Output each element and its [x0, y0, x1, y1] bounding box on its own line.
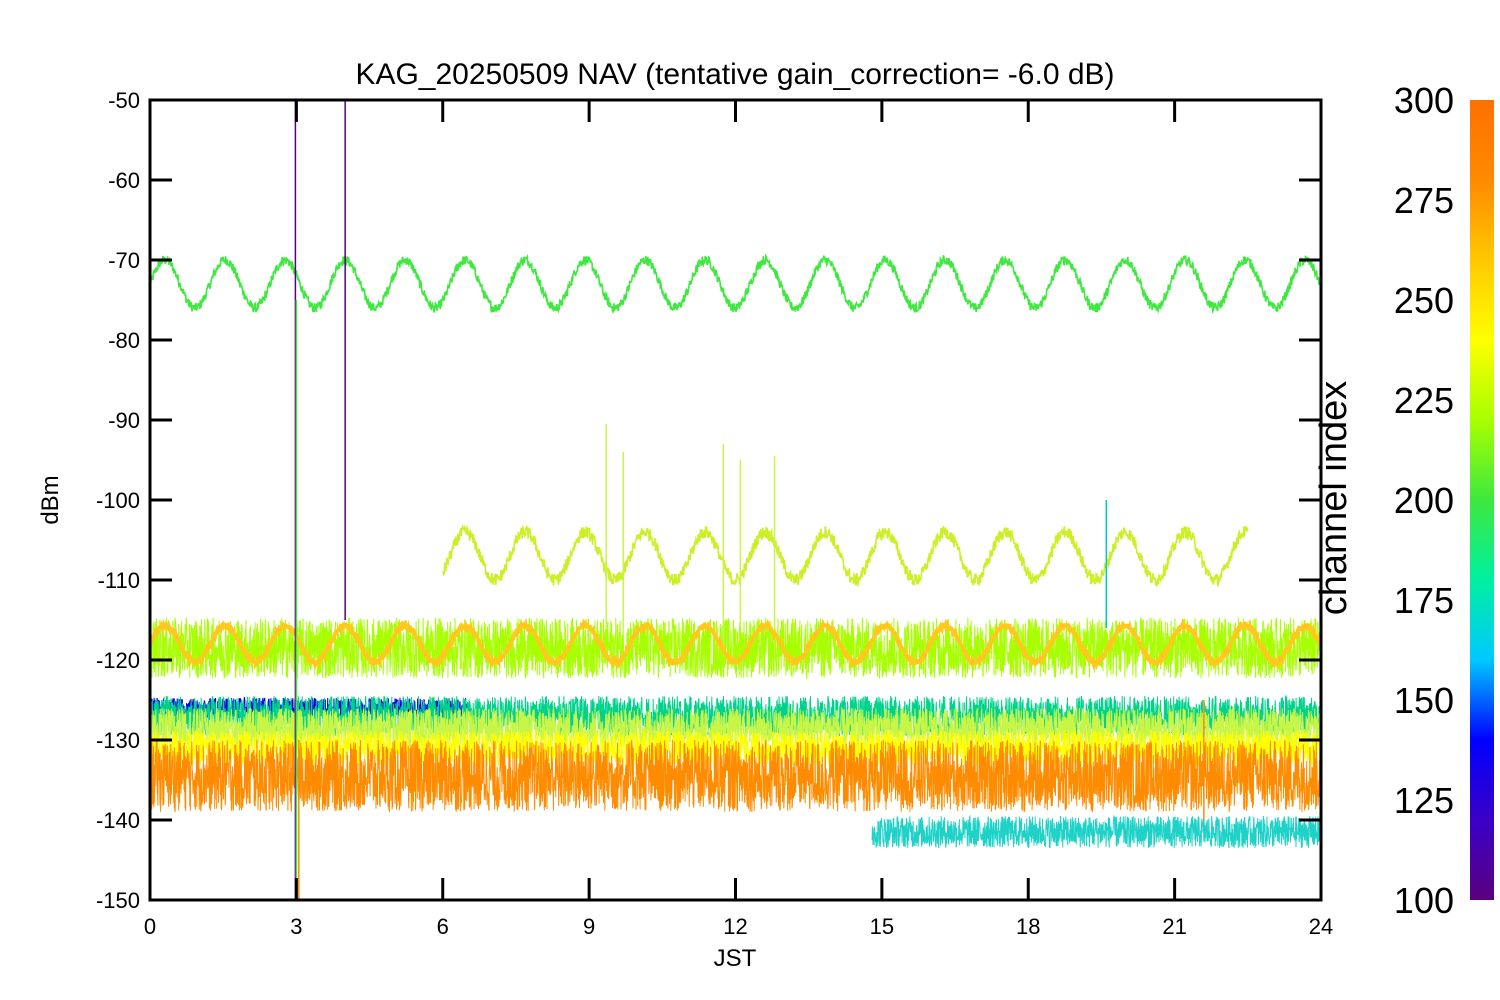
- y-axis-ticks: -50 -60 -70 -80 -90 -100 -110 -120 -130 -140 -150: [96, 88, 1321, 913]
- chart-title: KAG_20250509 NAV (tentative gain_correct…: [355, 58, 1114, 91]
- x-tick-label: 21: [1162, 914, 1186, 939]
- colorbar-tick-label: 125: [1394, 780, 1454, 821]
- x-tick-label: 9: [583, 914, 595, 939]
- y-tick-label: -130: [96, 728, 140, 753]
- x-tick-label: 12: [723, 914, 747, 939]
- colorbar-tick-label: 250: [1394, 280, 1454, 321]
- x-axis-ticks: 0 3 6 9 12 15 18 21 24: [144, 100, 1333, 939]
- y-tick-label: -60: [108, 168, 140, 193]
- series-line-2: [150, 617, 1321, 680]
- x-tick-label: 0: [144, 914, 156, 939]
- y-tick-label: -120: [96, 648, 140, 673]
- colorbar-tick-label: 100: [1394, 880, 1454, 921]
- colorbar-label: channel index: [1313, 381, 1355, 616]
- y-axis-label: dBm: [37, 475, 64, 524]
- y-tick-label: -50: [108, 88, 140, 113]
- series-line-3: [150, 617, 1321, 671]
- series-line-9: [871, 814, 1321, 849]
- colorbar-tick-label: 175: [1394, 580, 1454, 621]
- colorbar-tick-label: 150: [1394, 680, 1454, 721]
- y-tick-label: -80: [108, 328, 140, 353]
- series-layer: [150, 253, 1321, 849]
- series-line-6: [150, 706, 1321, 749]
- x-tick-label: 24: [1309, 914, 1333, 939]
- x-tick-label: 6: [437, 914, 449, 939]
- x-axis-label: JST: [714, 945, 757, 972]
- y-tick-label: -100: [96, 488, 140, 513]
- colorbar-tick-label: 200: [1394, 480, 1454, 521]
- y-tick-label: -150: [96, 888, 140, 913]
- y-tick-label: -110: [98, 568, 140, 593]
- series-line-8: [150, 739, 1321, 813]
- y-tick-label: -90: [108, 408, 140, 433]
- colorbar: [1470, 100, 1494, 900]
- colorbar-tick-label: 225: [1394, 380, 1454, 421]
- y-tick-label: -140: [96, 808, 140, 833]
- colorbar-ticks: 100 125 150 175 200 225 250 275 300: [1394, 80, 1454, 921]
- x-tick-label: 15: [870, 914, 894, 939]
- spike-layer: [294, 100, 1205, 900]
- colorbar-tick-label: 300: [1394, 80, 1454, 121]
- series-line-0: [150, 253, 1321, 315]
- series-line-1: [442, 524, 1249, 588]
- x-tick-label: 3: [290, 914, 302, 939]
- y-tick-label: -70: [108, 248, 140, 273]
- colorbar-tick-label: 275: [1394, 180, 1454, 221]
- x-tick-label: 18: [1016, 914, 1040, 939]
